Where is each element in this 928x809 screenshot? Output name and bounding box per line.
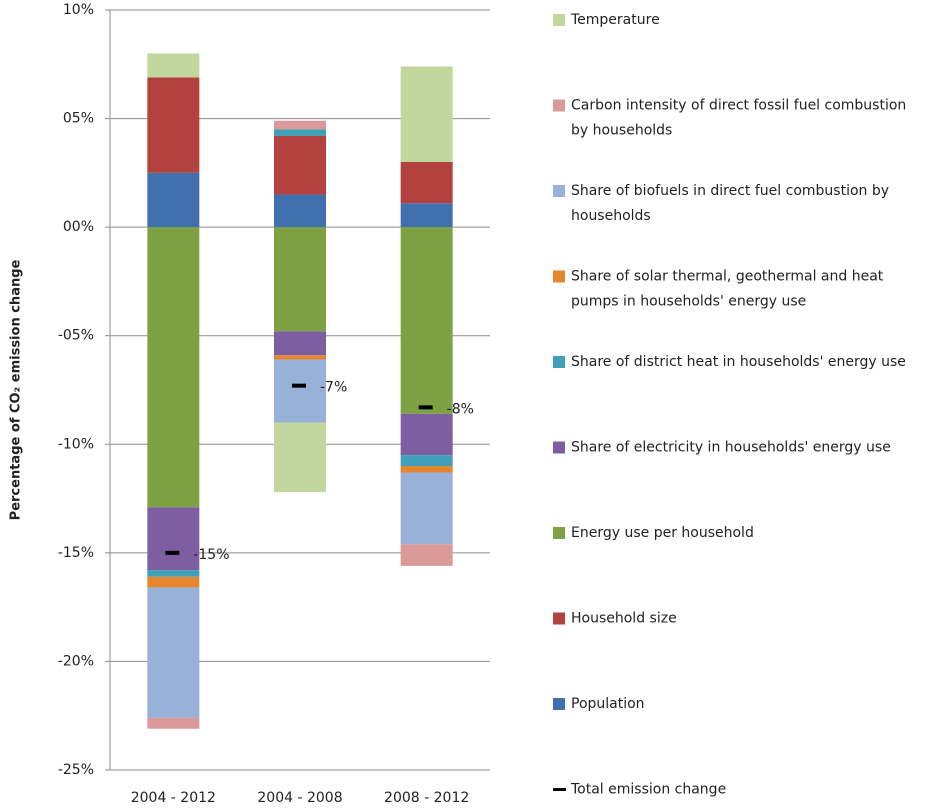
bar-segment [274,227,326,332]
legend-swatch [553,527,565,539]
y-tick-label: -05% [58,328,94,344]
legend-swatch [553,441,565,454]
legend-swatch [553,14,565,26]
bar-segment [147,587,200,718]
legend-swatch [553,185,565,197]
legend-label-line: Household size [571,611,677,627]
legend-label: Share of district heat in households' en… [571,354,906,370]
bar-segment [400,544,453,566]
legend-label-line: Share of solar thermal, geothermal and h… [571,269,888,285]
bar-segment [400,413,453,456]
legend-swatch [553,612,565,625]
bar-segment [274,194,326,228]
bar-segment [400,66,453,162]
bar-segment [400,203,453,228]
legend-label: Population [571,696,645,712]
legend-label: Share of solar thermal, geothermal and h… [571,269,888,310]
bar-segment [147,53,200,78]
bar-segment [400,162,453,204]
bar-segment [274,120,326,130]
legend-swatch [553,270,565,283]
bar-segment [147,77,200,173]
bar-segment [274,331,326,356]
total-label: -15% [193,547,229,563]
y-tick-label: -20% [58,653,94,669]
legend-label-line: Carbon intensity of direct fossil fuel c… [571,98,911,114]
legend-label: Household size [571,611,677,627]
total-label: -8% [447,401,474,417]
bar-segment [147,172,200,228]
bar-segment [400,227,453,414]
total-label: -7% [320,380,347,396]
bar-segment [147,570,200,577]
x-tick-label: 2008 - 2012 [384,790,469,806]
y-tick-label: -15% [58,545,94,561]
bar-segment [147,507,200,571]
legend-label: Carbon intensity of direct fossil fuel c… [571,98,911,139]
bar-segment [147,227,200,508]
bar-segment [274,355,326,360]
y-axis-title: Percentage of CO₂ emission change [9,259,24,520]
bar-segment [274,422,326,493]
legend-label-line: households [571,208,651,224]
y-tick-label: -25% [58,762,94,778]
legend-label-line: by households [571,123,672,139]
legend-label-line: Population [571,696,645,712]
bar-segment [147,717,200,729]
bar-segment [274,359,326,423]
bar-segment [400,472,453,545]
legend-label: Temperature [570,12,660,28]
x-tick-label: 2004 - 2008 [257,790,342,806]
legend-label-line: Energy use per household [571,525,754,541]
legend-label-line: Temperature [570,12,660,28]
y-tick-label: 10% [63,2,94,18]
y-tick-label: 00% [63,219,94,235]
legend-label-line: Share of biofuels in direct fuel combust… [571,183,893,199]
legend-label: Total emission change [570,782,726,798]
legend-label-line: Share of district heat in households' en… [571,354,906,370]
bar-segment [400,455,453,466]
legend-swatch [553,99,565,112]
y-tick-label: -10% [58,436,94,452]
bar-segment [274,129,326,136]
x-tick-label: 2004 - 2012 [131,790,216,806]
legend-label: Share of biofuels in direct fuel combust… [571,183,893,224]
legend-swatch [553,698,565,710]
bar-segment [274,135,326,195]
legend-label-line: Share of electricity in households' ener… [571,440,891,456]
bar-segment [147,576,200,588]
y-tick-label: 05% [63,111,94,127]
legend-label: Share of electricity in households' ener… [571,440,891,456]
legend-swatch [553,356,565,368]
bar-segment [400,466,453,473]
legend-label: Energy use per household [571,525,754,541]
legend-label-line: pumps in households' energy use [571,294,806,310]
